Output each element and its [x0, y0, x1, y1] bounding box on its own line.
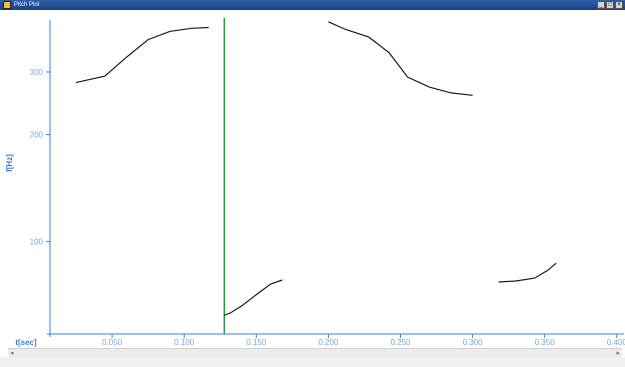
app-icon — [3, 1, 11, 9]
plot-area[interactable]: 100 200 300 0.050 0.100 0.150 0.200 0.250 0.300 0… — [0, 10, 625, 347]
x-tick-label: 0.250 — [390, 338, 411, 347]
x-tick-label: 0.350 — [535, 338, 556, 347]
x-tick-label: 0.050 — [102, 338, 123, 347]
maximize-button[interactable]: □ — [606, 1, 614, 9]
x-tick-label: 0.150 — [246, 338, 267, 347]
minimize-button[interactable]: _ — [597, 1, 605, 9]
pitch-curve-segment-3 — [328, 21, 473, 96]
pitch-curve-segment-1 — [75, 26, 209, 84]
pitch-curve-segment-4 — [498, 262, 557, 283]
pitch-chart[interactable]: 100 200 300 0.050 0.100 0.150 0.200 0.250 0.300 0… — [0, 10, 625, 347]
window-controls: _ □ × — [597, 1, 623, 9]
y-tick-label: 300 — [30, 68, 44, 77]
horizontal-scrollbar[interactable]: ◂ ▸ — [8, 348, 622, 358]
title-bar[interactable]: Pitch Plot _ □ × — [0, 0, 625, 10]
x-tick-label: 0.400 — [607, 338, 625, 347]
x-axis-label: t[sec] — [15, 338, 37, 347]
status-bar — [0, 357, 625, 367]
x-tick-label: 0.100 — [174, 338, 195, 347]
scroll-right-icon[interactable]: ▸ — [616, 350, 620, 357]
x-tick-label: 0.200 — [318, 338, 339, 347]
close-button[interactable]: × — [615, 1, 623, 9]
scroll-left-icon[interactable]: ◂ — [10, 350, 14, 357]
y-tick-label: 100 — [30, 238, 44, 247]
pitch-curve-segment-2 — [223, 279, 283, 317]
y-tick-label: 200 — [30, 131, 44, 140]
y-axis-label: f[Hz] — [5, 154, 14, 172]
x-tick-label: 0.300 — [463, 338, 484, 347]
window-title: Pitch Plot — [14, 2, 40, 8]
